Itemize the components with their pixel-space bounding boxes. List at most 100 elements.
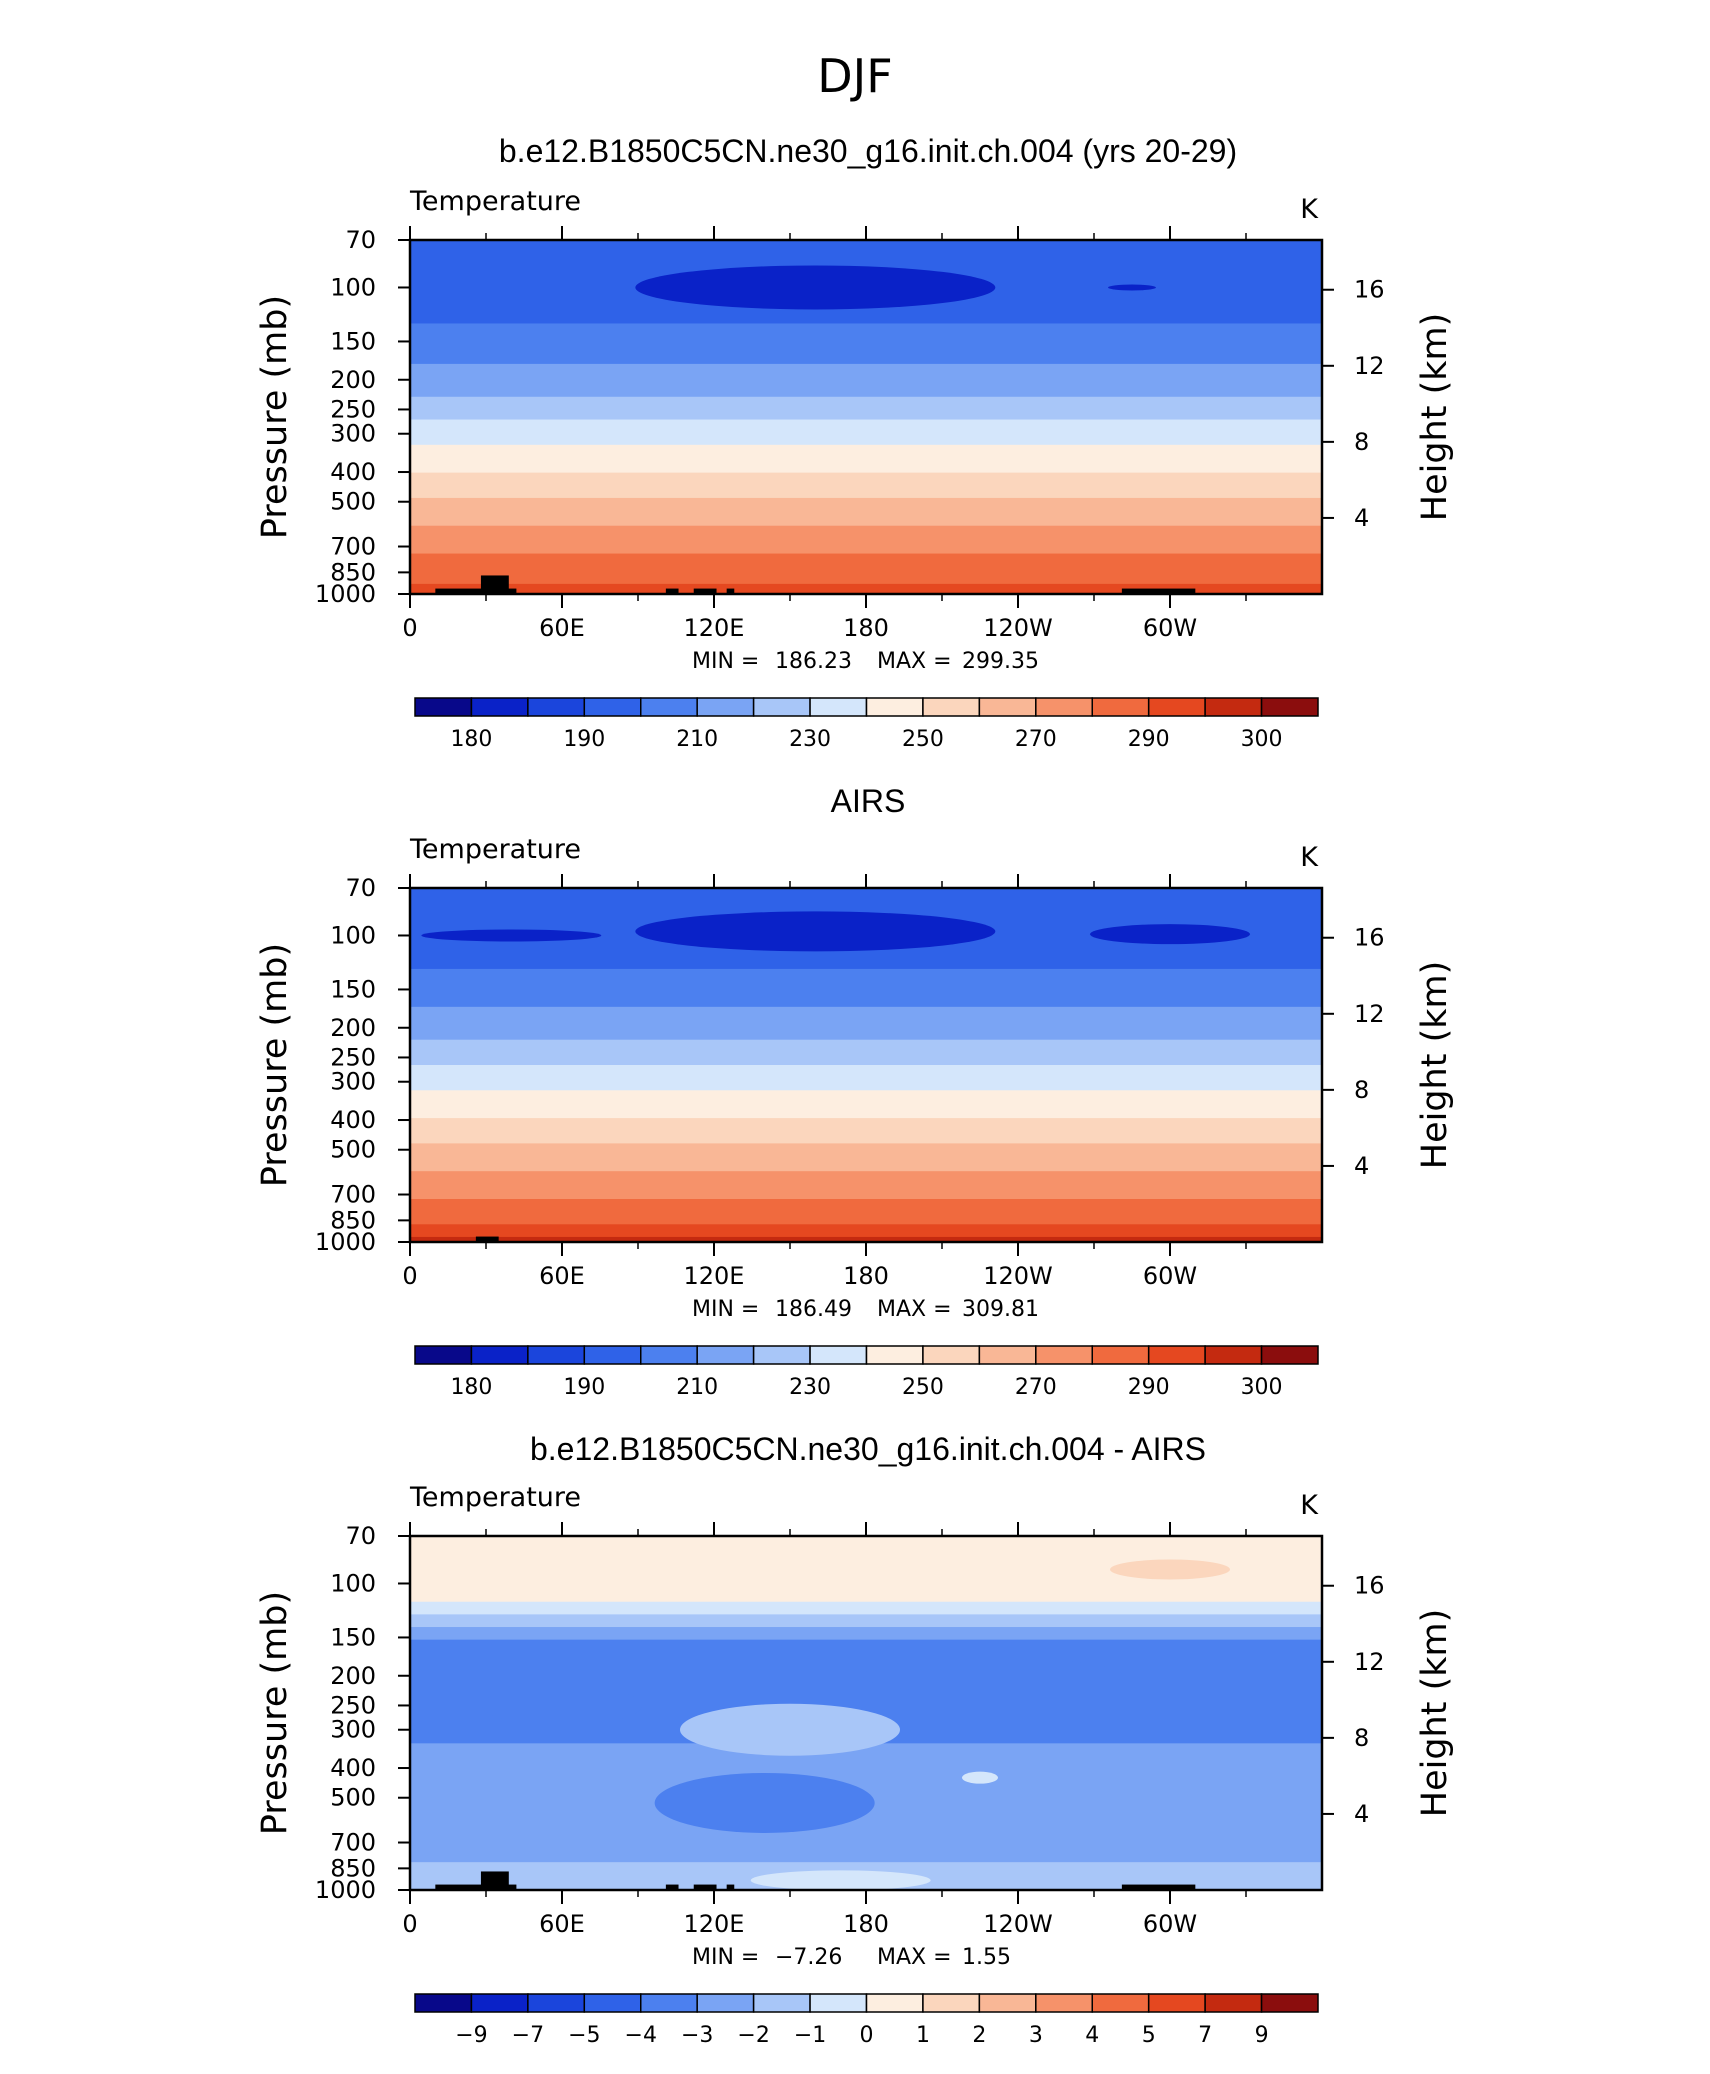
max-value: 309.81	[962, 1297, 1039, 1322]
colorbar-label: −3	[681, 2023, 713, 2048]
x-tick-label: 180	[843, 1910, 889, 1938]
colorbar-box	[696, 1993, 755, 2013]
colorbar-label: 300	[1241, 1375, 1283, 1400]
chart-title: AIRS	[831, 783, 906, 819]
colorbar-label: 180	[450, 727, 492, 752]
y-tick-label: 250	[330, 1691, 376, 1719]
contour-band	[410, 1118, 1322, 1144]
y-tick-label: 200	[330, 1014, 376, 1042]
colorbar-label: 270	[1015, 727, 1057, 752]
colorbar-box	[696, 697, 755, 717]
contour-band	[410, 1039, 1322, 1066]
colorbar-box	[696, 1345, 755, 1365]
colorbar-box	[978, 1345, 1037, 1365]
colorbar-label: 250	[902, 1375, 944, 1400]
y-axis-title: Pressure (mb)	[255, 943, 295, 1187]
colorbar-box	[978, 1993, 1037, 2013]
colorbar-box	[470, 1993, 529, 2013]
chart-panel-1: b.e12.B1850C5CN.ne30_g16.init.ch.004 (yr…	[255, 133, 1455, 752]
y2-axis-title: Height (km)	[1415, 961, 1455, 1170]
colorbar-label: 3	[1029, 2023, 1043, 2048]
y2-tick-label: 8	[1354, 1724, 1369, 1752]
colorbar-label: 180	[450, 1375, 492, 1400]
chart-panel-2: AIRS Temperature K 0 60E 120E 180 120W 60W 70 100 1…	[255, 783, 1455, 1400]
contour-field	[410, 888, 1322, 1242]
colorbar-label: 290	[1128, 1375, 1170, 1400]
contour-band	[410, 1006, 1322, 1041]
colorbar-label: 7	[1198, 2023, 1212, 2048]
y-tick-label: 700	[330, 533, 376, 561]
colorbar-label: −4	[625, 2023, 657, 2048]
colorbar-label: 250	[902, 727, 944, 752]
diff-region	[750, 1870, 931, 1890]
page-title: DJF	[817, 49, 892, 103]
x-tick-label: 120W	[983, 1262, 1053, 1290]
colorbar-label: −5	[568, 2023, 600, 2048]
contour-band	[410, 1614, 1322, 1628]
cold-tropopause-region	[1108, 284, 1156, 291]
colorbar-label: 190	[563, 1375, 605, 1400]
y-tick-label: 150	[330, 975, 376, 1003]
colorbar-box	[752, 1993, 811, 2013]
variable-label: Temperature	[409, 1482, 581, 1513]
y-tick-label: 500	[330, 1784, 376, 1812]
colorbar-label: 230	[789, 727, 831, 752]
variable-label: Temperature	[409, 186, 581, 217]
contour-band	[410, 968, 1322, 1008]
min-label: MIN =	[692, 649, 759, 674]
y-tick-label: 100	[330, 273, 376, 301]
y2-tick-label: 4	[1354, 504, 1369, 532]
y-tick-label: 500	[330, 1136, 376, 1164]
colorbar-box	[1091, 1345, 1150, 1365]
colorbar-box	[414, 1993, 473, 2013]
y-tick-label: 850	[330, 1854, 376, 1882]
diff-region	[680, 1703, 900, 1756]
topography	[726, 588, 735, 594]
y-tick-label: 70	[345, 874, 376, 902]
y-tick-label: 200	[330, 1662, 376, 1690]
min-value: 186.23	[775, 649, 852, 674]
units-label: K	[1300, 1490, 1319, 1521]
cold-tropopause-region	[1090, 924, 1250, 945]
colorbar-box	[583, 1993, 642, 2013]
units-label: K	[1300, 194, 1319, 225]
colorbar-box	[922, 1993, 981, 2013]
contour-band	[410, 1171, 1322, 1200]
topography	[435, 1884, 517, 1890]
colorbar-box	[1091, 697, 1150, 717]
colorbar-label: 4	[1085, 2023, 1099, 2048]
y2-tick-label: 16	[1354, 1572, 1385, 1600]
y-tick-label: 700	[330, 1829, 376, 1857]
colorbar-label: 210	[676, 1375, 718, 1400]
y-tick-label: 1000	[315, 580, 376, 608]
colorbar-box	[922, 697, 981, 717]
contour-band	[410, 444, 1322, 474]
colorbar-box	[414, 1345, 473, 1365]
colorbar-label: 300	[1241, 727, 1283, 752]
x-tick-label: 60W	[1143, 1910, 1197, 1938]
x-tick-label: 120E	[684, 614, 745, 642]
x-tick-label: 180	[843, 614, 889, 642]
chart-title: b.e12.B1850C5CN.ne30_g16.init.ch.004 - A…	[530, 1431, 1206, 1467]
x-tick-label: 120E	[684, 1262, 745, 1290]
colorbar-box	[527, 1993, 586, 2013]
colorbar-box	[865, 1345, 924, 1365]
diff-region	[862, 1657, 1123, 1694]
y2-tick-label: 16	[1354, 924, 1385, 952]
colorbar-box	[1260, 1345, 1319, 1365]
colorbar-box	[865, 697, 924, 717]
colorbar-label: 230	[789, 1375, 831, 1400]
y-tick-label: 250	[330, 1043, 376, 1071]
y-tick-label: 700	[330, 1181, 376, 1209]
colorbar-box	[809, 697, 868, 717]
y-tick-label: 70	[345, 1522, 376, 1550]
y-tick-label: 500	[330, 488, 376, 516]
colorbar-box	[752, 697, 811, 717]
chart-panel-3: b.e12.B1850C5CN.ne30_g16.init.ch.004 - A…	[255, 1431, 1455, 2048]
topography	[726, 1884, 735, 1890]
y-tick-label: 1000	[315, 1228, 376, 1256]
colorbar-label: 2	[972, 2023, 986, 2048]
cold-tropopause-region	[421, 929, 602, 942]
y-tick-label: 400	[330, 1754, 376, 1782]
